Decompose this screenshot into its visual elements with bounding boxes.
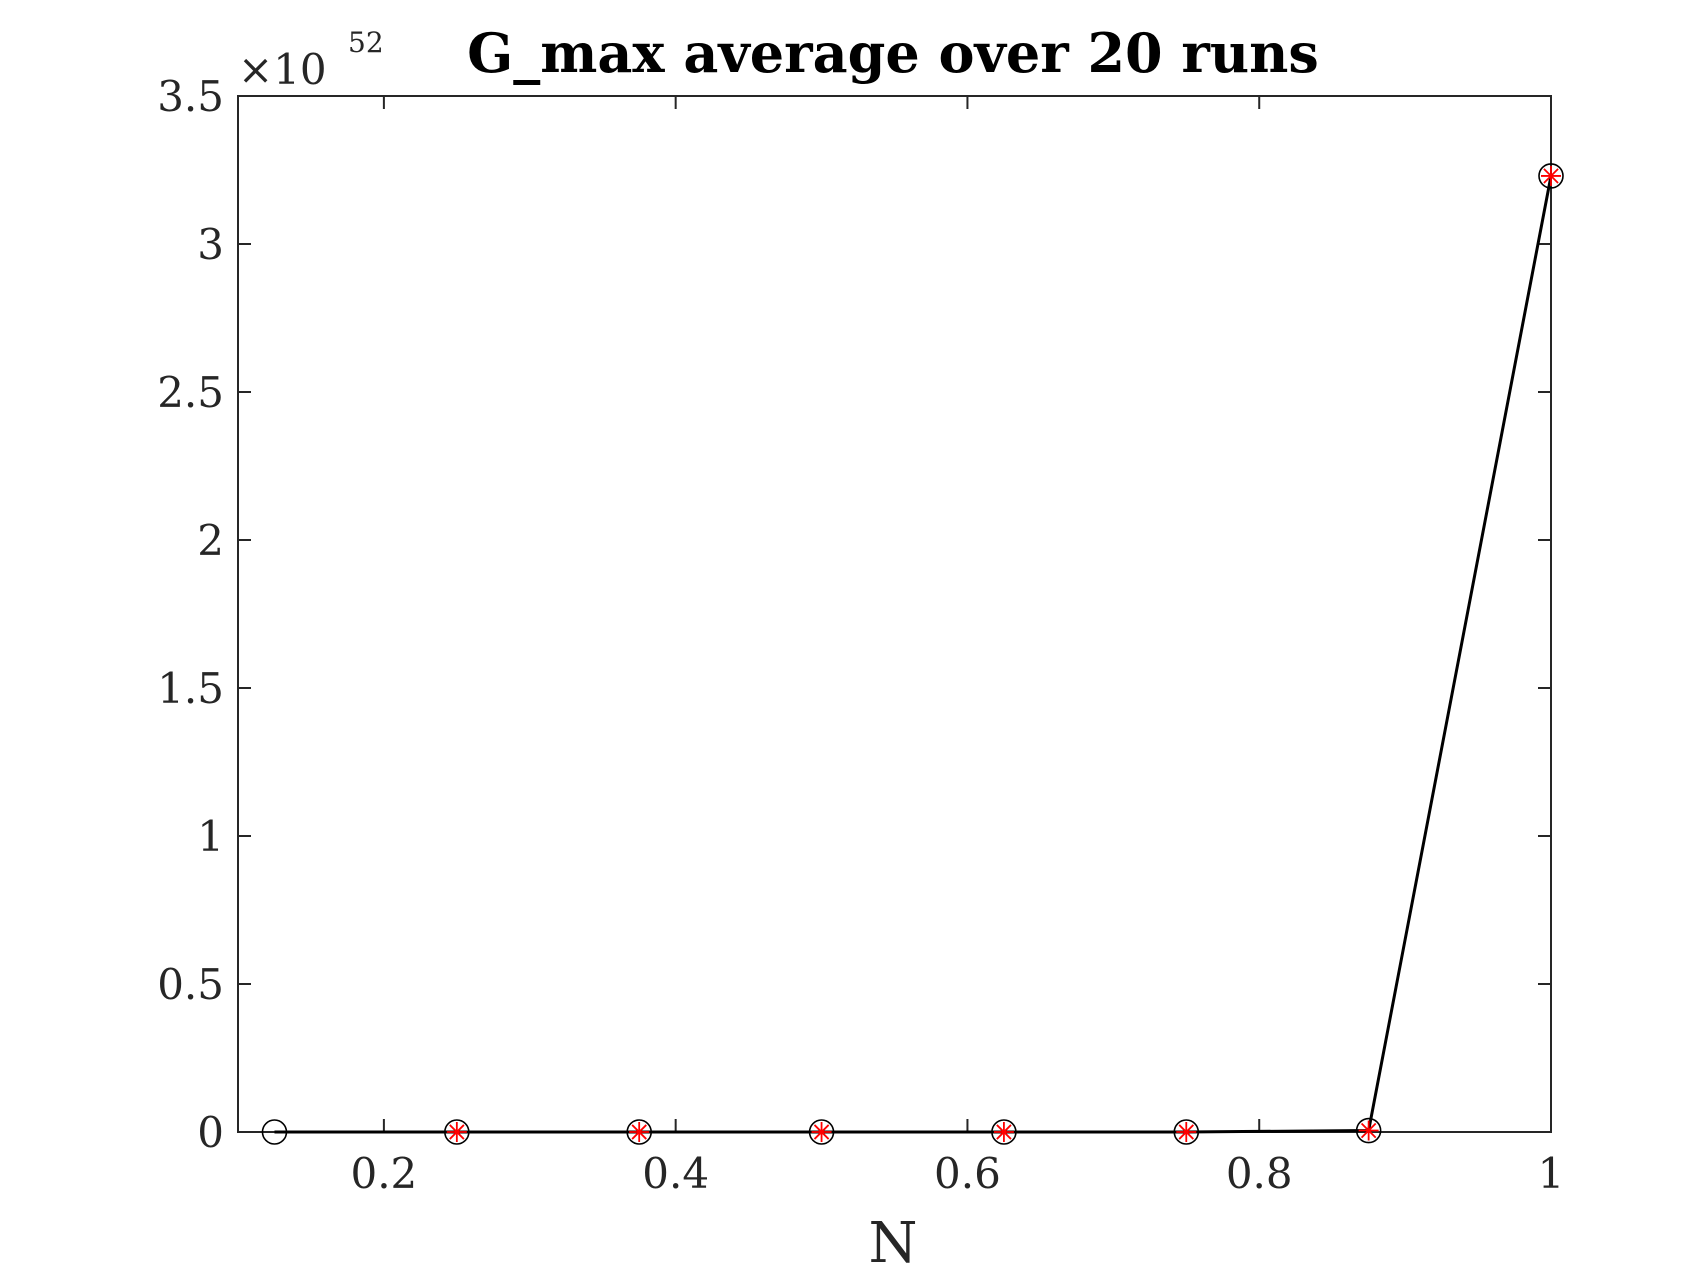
y-tick-label: 1.5 bbox=[157, 664, 224, 713]
data-point-circle bbox=[1173, 1119, 1200, 1145]
data-point-asterisk bbox=[1541, 165, 1561, 186]
y-tick-label: 2.5 bbox=[157, 368, 224, 417]
data-point-asterisk bbox=[811, 1122, 832, 1142]
data-point-circle bbox=[991, 1119, 1017, 1145]
chart-title: G_max average over 20 runs bbox=[467, 21, 1319, 85]
data-point-circle bbox=[444, 1119, 470, 1145]
data-point-circle bbox=[1538, 163, 1564, 189]
series-0 bbox=[261, 163, 1564, 1145]
plot-area bbox=[237, 95, 1552, 1133]
data-point-circle bbox=[1355, 1117, 1382, 1144]
data-point-asterisk bbox=[629, 1122, 650, 1142]
series-1 bbox=[446, 165, 1561, 1142]
data-point-asterisk bbox=[993, 1122, 1014, 1142]
y-tick-label: 1 bbox=[197, 812, 224, 861]
x-tick-label: 0.6 bbox=[934, 1149, 1001, 1198]
y-tick-label: 3.5 bbox=[157, 72, 224, 121]
y-axis-multiplier: ×10 52 bbox=[238, 26, 384, 94]
x-tick-label: 0.2 bbox=[350, 1149, 417, 1198]
data-point-circle bbox=[626, 1119, 652, 1145]
x-tick-label: 0.8 bbox=[1226, 1149, 1293, 1198]
x-tick-label: 0.4 bbox=[642, 1149, 709, 1198]
data-point-asterisk bbox=[1176, 1122, 1197, 1142]
x-axis-label: N bbox=[869, 1211, 918, 1275]
y-tick-label: 2 bbox=[197, 516, 224, 565]
data-point-circle bbox=[261, 1119, 288, 1145]
y-multiplier-base: ×10 bbox=[238, 45, 327, 94]
data-point-asterisk bbox=[1358, 1120, 1379, 1141]
data-point-asterisk bbox=[446, 1122, 467, 1142]
series-line bbox=[274, 175, 1553, 1134]
y-axis: 0 0.5 1 1.5 2 2.5 3 3.5 bbox=[157, 72, 1551, 1157]
data-point-circle bbox=[808, 1119, 835, 1145]
y-tick-label: 3 bbox=[197, 220, 224, 269]
x-tick-label: 1 bbox=[1538, 1149, 1565, 1198]
y-tick-label: 0.5 bbox=[157, 960, 224, 1009]
y-tick-label: 0 bbox=[197, 1108, 224, 1157]
y-multiplier-exponent: 52 bbox=[348, 26, 384, 59]
series-layer bbox=[261, 163, 1564, 1145]
x-axis: 0.2 0.4 0.6 0.8 1 bbox=[350, 96, 1564, 1198]
